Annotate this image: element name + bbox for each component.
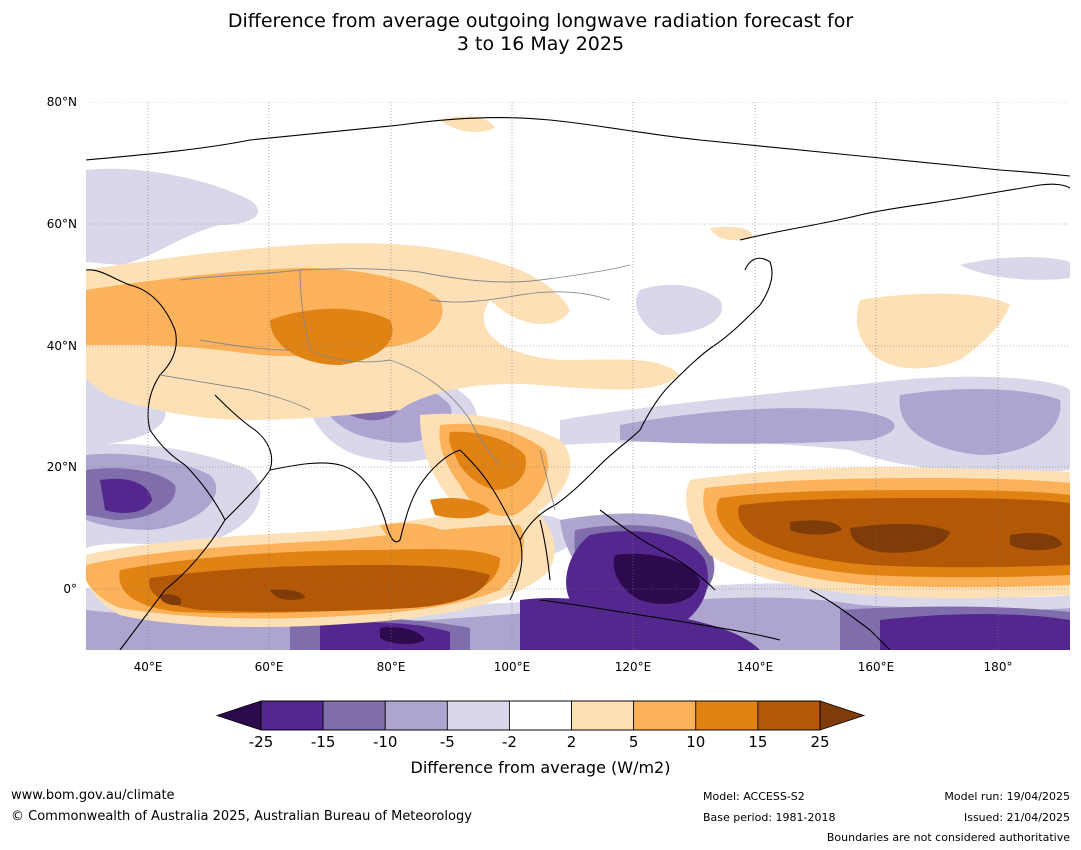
map-panel: 80°N 60°N 40°N 20°N 0° 40°E 60°E 80°E 10… (46, 95, 1070, 674)
lon-label-100e: 100°E (493, 660, 531, 674)
colorbar-tick-label: -25 (248, 733, 274, 751)
colorbar-tick-label: 5 (628, 733, 639, 751)
lon-label-80e: 80°E (376, 660, 406, 674)
colorbar-cell (260, 700, 324, 731)
title-line-1: Difference from average outgoing longwav… (227, 10, 854, 32)
lon-label-60e: 60°E (254, 660, 284, 674)
anomaly-extreme-purple (380, 553, 700, 644)
footer-copyright: © Commonwealth of Australia 2025, Austra… (11, 809, 472, 824)
colorbar-frame (260, 700, 821, 731)
colorbar (215, 700, 866, 731)
country-boundaries (159, 264, 631, 511)
lon-label-160e: 160°E (857, 660, 895, 674)
footer-url[interactable]: www.bom.gov.au/climate (11, 788, 175, 803)
colorbar-cell (633, 700, 697, 731)
lat-label-40n: 40°N (46, 339, 77, 353)
colorbar-tick-label: 2 (566, 733, 577, 751)
colorbar-label: Difference from average (W/m2) (410, 758, 671, 777)
colorbar-cell (322, 700, 386, 731)
colorbar-tick-label: -15 (310, 733, 336, 751)
colorbar-tick-label: -10 (372, 733, 398, 751)
lon-label-40e: 40°E (133, 660, 163, 674)
colorbar-tick-label: 15 (748, 733, 768, 751)
gridlines (86, 102, 1070, 650)
colorbar-cell (509, 700, 572, 731)
anomaly-deepest-orange (160, 520, 1062, 606)
footer-base-period: Base period: 1981-2018 (703, 811, 836, 824)
colorbar-under-arrow (215, 700, 262, 731)
lat-label-80n: 80°N (46, 95, 77, 109)
colorbar-over-arrow (819, 700, 866, 731)
map-svg (86, 102, 1070, 650)
colorbar-cell (384, 700, 448, 731)
title-line-2: 3 to 16 May 2025 (456, 33, 625, 55)
coastlines (86, 116, 1070, 650)
lat-label-60n: 60°N (46, 217, 77, 231)
footer-issued: Issued: 21/04/2025 (963, 811, 1070, 824)
footer-model: Model: ACCESS-S2 (703, 790, 805, 803)
colorbar-cell (695, 700, 759, 731)
lon-label-120e: 120°E (614, 660, 652, 674)
lon-label-180: 180° (983, 660, 1013, 674)
colorbar-tick-label: -5 (439, 733, 455, 751)
chart-title: Difference from average outgoing longwav… (0, 10, 1081, 56)
lon-label-140e: 140°E (736, 660, 774, 674)
colorbar-tick-label: 25 (810, 733, 830, 751)
lat-label-0: 0° (63, 582, 77, 596)
colorbar-cell (571, 700, 635, 731)
footer-disclaimer: Boundaries are not considered authoritat… (826, 831, 1070, 844)
colorbar-tick-label: 10 (686, 733, 706, 751)
footer-model-run: Model run: 19/04/2025 (944, 790, 1070, 803)
lat-label-20n: 20°N (46, 460, 77, 474)
colorbar-tick-label: -2 (501, 733, 517, 751)
colorbar-cell (446, 700, 510, 731)
colorbar-cell (757, 700, 821, 731)
